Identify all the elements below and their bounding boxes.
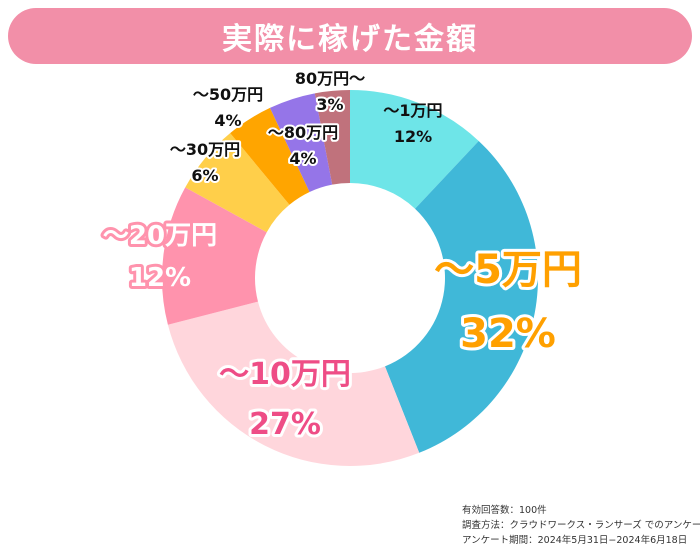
slice-6	[230, 107, 310, 205]
slice-percent-6: 4%	[214, 111, 241, 130]
slice-percent-1: 12%	[394, 127, 432, 146]
slice-4	[162, 187, 267, 325]
slice-3	[167, 301, 420, 466]
slice-label-6: 〜50万円 4%	[193, 85, 263, 130]
slice-percent-5: 6%	[191, 166, 218, 185]
slice-category-7: 〜80万円	[268, 123, 338, 142]
slice-2	[384, 140, 538, 453]
survey-footer: 有効回答数：100件 調査方法：クラウドワークス・ランサーズ でのアンケート ア…	[462, 503, 700, 548]
slice-label-2: 〜5万円 32%	[434, 247, 582, 357]
slice-label-5: 〜30万円 6%	[170, 140, 240, 185]
slice-category-8: 80万円〜	[295, 69, 365, 88]
slice-percent-8: 3%	[316, 95, 343, 114]
slice-label-1: 〜1万円 12%	[383, 101, 442, 146]
slice-category-3: 〜10万円	[219, 357, 351, 392]
slice-category-2: 〜5万円	[434, 247, 582, 293]
slice-label-7: 〜80万円 4%	[268, 123, 338, 168]
slice-8	[314, 90, 350, 185]
slice-percent-4: 12%	[129, 263, 191, 293]
slice-percent-7: 4%	[289, 149, 316, 168]
slice-1	[350, 90, 479, 209]
slice-5	[185, 133, 290, 233]
slice-percent-2: 32%	[460, 311, 556, 357]
title-banner: 実際に稼げた金額	[8, 8, 692, 64]
slice-label-3: 〜10万円 27%	[219, 357, 351, 442]
method-note: 調査方法：クラウドワークス・ランサーズ でのアンケート	[462, 520, 700, 531]
slice-category-5: 〜30万円	[170, 140, 240, 159]
slice-7	[269, 93, 333, 193]
slice-label-4: 〜20万円 12%	[103, 221, 217, 293]
slice-percent-3: 27%	[249, 407, 321, 442]
slice-category-6: 〜50万円	[193, 85, 263, 104]
chart-title: 実際に稼げた金額	[222, 22, 478, 57]
period-note: アンケート期間：2024年5月31日−2024年6月18日	[462, 535, 688, 546]
slice-category-4: 〜20万円	[103, 221, 217, 251]
slice-label-8: 80万円〜 3%	[295, 69, 365, 114]
respondents-note: 有効回答数：100件	[462, 505, 547, 516]
slice-category-1: 〜1万円	[383, 101, 442, 120]
